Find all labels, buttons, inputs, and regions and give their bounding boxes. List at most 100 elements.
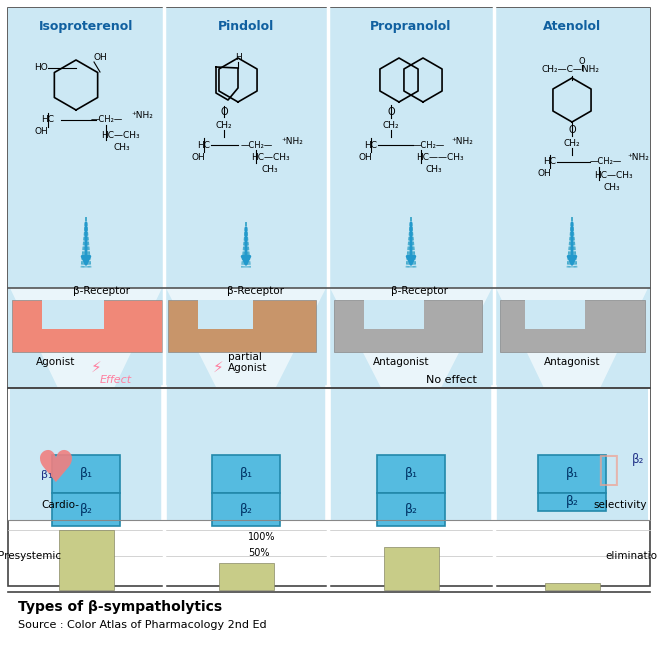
Text: Atenolol: Atenolol (543, 20, 601, 33)
Text: OH: OH (94, 53, 108, 63)
Bar (166, 389, 326, 520)
Bar (377, 455, 445, 493)
Bar (384, 547, 438, 590)
Text: β₁: β₁ (41, 470, 53, 480)
Text: elimination: elimination (605, 551, 658, 561)
Text: β-Receptor: β-Receptor (228, 286, 284, 296)
Text: HO: HO (34, 63, 48, 73)
Bar (42, 300, 104, 329)
Text: Agonist: Agonist (36, 357, 76, 367)
Text: O: O (387, 107, 395, 117)
Text: 🫁: 🫁 (597, 453, 619, 487)
Text: β-Receptor: β-Receptor (72, 286, 130, 296)
Bar (334, 300, 482, 352)
Text: Antagonist: Antagonist (544, 357, 600, 367)
Polygon shape (330, 288, 492, 388)
Text: —CH₂—: —CH₂— (590, 157, 622, 167)
Text: β₂: β₂ (565, 496, 578, 508)
Text: ⁺NH₂: ⁺NH₂ (281, 137, 303, 145)
Bar (377, 493, 445, 526)
Text: ⚡: ⚡ (91, 360, 101, 375)
Text: HC—CH₃: HC—CH₃ (101, 131, 139, 139)
Text: —CH₂—: —CH₂— (241, 141, 273, 149)
Text: OH: OH (537, 169, 551, 177)
Text: 50%: 50% (248, 548, 270, 558)
Bar (538, 455, 606, 493)
Text: ⁺NH₂: ⁺NH₂ (627, 153, 649, 163)
Bar (8, 8, 650, 288)
Text: —CH₂—: —CH₂— (413, 141, 445, 149)
Text: β₁: β₁ (240, 468, 253, 480)
Polygon shape (166, 288, 326, 388)
Bar (496, 389, 648, 520)
Text: β₁: β₁ (80, 468, 93, 480)
Text: CH₂—C—NH₂: CH₂—C—NH₂ (541, 65, 599, 75)
Text: β₁: β₁ (565, 468, 578, 480)
Bar (52, 455, 120, 493)
Text: No effect: No effect (426, 375, 476, 385)
Bar (10, 389, 162, 520)
Text: β-Receptor: β-Receptor (390, 286, 447, 296)
Text: CH₃: CH₃ (426, 165, 443, 175)
Text: HC—CH₃: HC—CH₃ (594, 171, 632, 179)
Text: CH₂: CH₂ (564, 139, 580, 147)
Text: ⁺NH₂: ⁺NH₂ (451, 137, 473, 145)
Bar (538, 493, 606, 511)
Bar (8, 388, 650, 520)
Text: Agonist: Agonist (228, 363, 267, 373)
Text: Effect: Effect (100, 375, 132, 385)
Bar (12, 300, 162, 352)
Bar (198, 300, 253, 329)
Text: β₁: β₁ (405, 468, 417, 480)
Text: O: O (578, 57, 586, 67)
Text: OH: OH (191, 153, 205, 161)
Text: Types of β-sympatholytics: Types of β-sympatholytics (18, 600, 222, 614)
Text: CH₃: CH₃ (114, 143, 131, 153)
Text: O: O (220, 107, 228, 117)
Text: O: O (569, 125, 576, 135)
Text: β₂: β₂ (80, 503, 93, 516)
Polygon shape (10, 288, 162, 388)
Bar (212, 455, 280, 493)
Text: HC—CH₃: HC—CH₃ (251, 153, 290, 163)
Text: Presystemic: Presystemic (0, 551, 62, 561)
Bar (218, 563, 274, 590)
Bar (545, 583, 599, 590)
Bar (364, 300, 424, 329)
Bar (330, 389, 492, 520)
Text: selectivity: selectivity (594, 500, 647, 510)
Text: HC: HC (197, 141, 211, 149)
Text: HC——CH₃: HC——CH₃ (416, 153, 464, 163)
Text: CH₃: CH₃ (604, 183, 620, 191)
Bar (59, 530, 113, 590)
Text: Propranolol: Propranolol (370, 20, 451, 33)
Text: Isoproterenol: Isoproterenol (39, 20, 133, 33)
Text: β₂: β₂ (632, 454, 644, 466)
Text: HC: HC (544, 157, 557, 167)
Text: OH: OH (358, 153, 372, 161)
Text: H: H (235, 53, 241, 61)
Text: β₂: β₂ (405, 503, 417, 516)
Bar (8, 8, 650, 586)
Text: Source : Color Atlas of Pharmacology 2nd Ed: Source : Color Atlas of Pharmacology 2nd… (18, 620, 266, 630)
Text: HC: HC (365, 141, 378, 149)
Text: 100%: 100% (248, 532, 276, 542)
Polygon shape (496, 288, 648, 388)
Text: CH₃: CH₃ (261, 165, 278, 175)
Text: partial: partial (228, 352, 262, 362)
Bar (52, 493, 120, 526)
Text: Antagonist: Antagonist (372, 357, 429, 367)
Text: ⁺NH₂: ⁺NH₂ (131, 111, 153, 121)
Text: OH: OH (34, 127, 48, 137)
Bar (8, 288, 650, 388)
Bar (212, 493, 280, 526)
Text: ⚡: ⚡ (213, 360, 223, 375)
Text: β₂: β₂ (240, 503, 253, 516)
Bar (525, 300, 585, 329)
Bar (500, 300, 645, 352)
Text: CH₂: CH₂ (216, 121, 232, 129)
Text: CH₂: CH₂ (383, 121, 399, 129)
Text: HC: HC (41, 115, 55, 125)
Text: Pindolol: Pindolol (218, 20, 274, 33)
Bar (168, 300, 316, 352)
